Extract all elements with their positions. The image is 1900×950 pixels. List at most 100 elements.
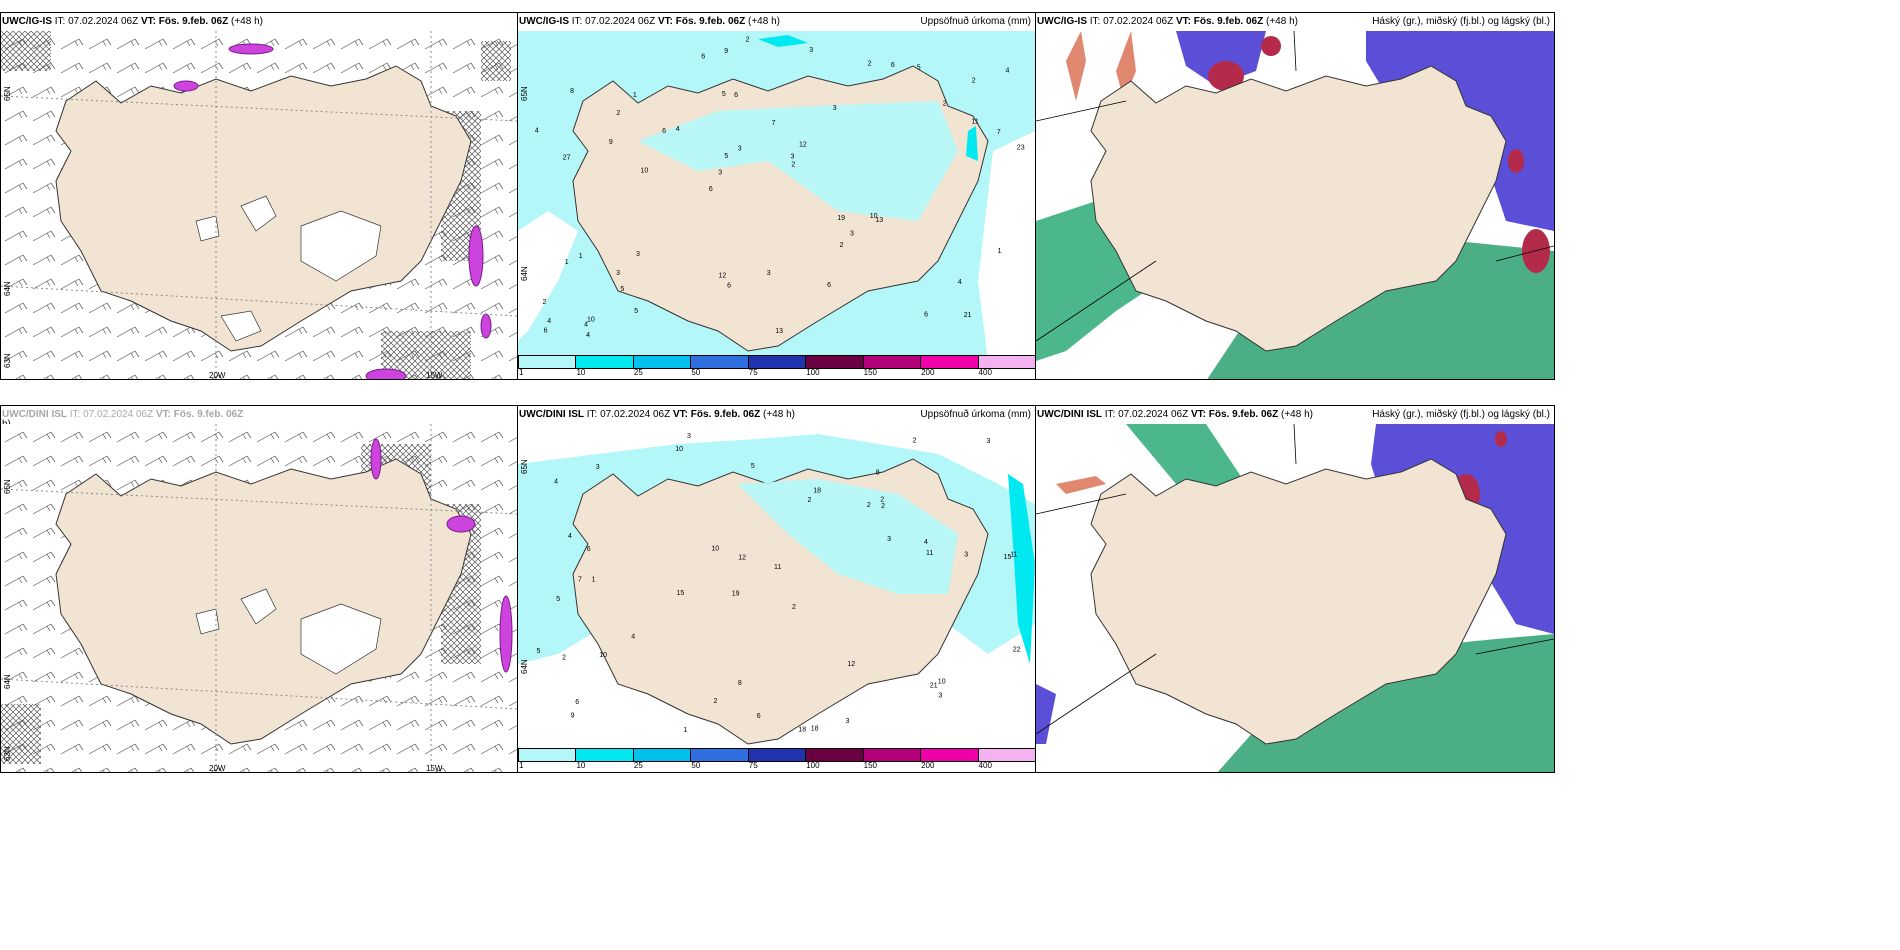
precip-value-label: 15 bbox=[677, 590, 685, 597]
precip-value-label: 15 bbox=[1004, 554, 1012, 561]
vt-label: VT: bbox=[672, 409, 688, 420]
colorbar-swatch bbox=[690, 355, 749, 369]
precip-value-label: 6 bbox=[701, 54, 705, 61]
precip-value-label: 3 bbox=[850, 230, 854, 237]
precip-value-label: 2 bbox=[808, 497, 812, 504]
wind-map bbox=[1, 31, 517, 379]
colorbar-tick: 50 bbox=[691, 368, 701, 377]
panel-title: UWC/DINI ISL IT: 07.02.2024 06Z VT: Fös.… bbox=[1, 406, 517, 424]
model-name: UWC/IG-IS bbox=[2, 16, 52, 27]
precip-value-label: 3 bbox=[718, 170, 722, 177]
model-name: UWC/DINI ISL bbox=[519, 409, 584, 420]
colorbar-tick: 75 bbox=[748, 368, 758, 377]
precip-value-label: 4 bbox=[584, 321, 588, 328]
lead-time: h) bbox=[2, 416, 11, 424]
precip-value-label: 1 bbox=[633, 92, 637, 99]
model-name: UWC/IG-IS bbox=[519, 16, 569, 27]
precip-value-label: 7 bbox=[578, 577, 582, 584]
precip-value-label: 2 bbox=[746, 37, 750, 44]
colorbar-tick: 100 bbox=[806, 368, 820, 377]
precip-value-label: 13 bbox=[775, 328, 783, 335]
precip-value-label: 2 bbox=[913, 438, 917, 445]
colorbar-swatch bbox=[747, 355, 807, 369]
precip-value-label: 4 bbox=[535, 128, 539, 135]
vt-label: VT: bbox=[140, 16, 156, 27]
precip-value-label: 3 bbox=[791, 153, 795, 160]
precip-value-label: 2 bbox=[840, 242, 844, 249]
colorbar-swatch bbox=[977, 355, 1035, 369]
precip-value-label: 6 bbox=[924, 312, 928, 319]
precip-value-label: 10 bbox=[587, 317, 595, 324]
colorbar-tick: 200 bbox=[921, 761, 935, 770]
precip-value-label: 6 bbox=[544, 327, 548, 334]
precip-map: 2127263105714256121389231911312512364101… bbox=[518, 31, 1035, 361]
precip-value-label: 6 bbox=[587, 546, 591, 553]
precip-value-label: 3 bbox=[767, 270, 771, 277]
colorbar-swatch bbox=[920, 748, 979, 762]
valid-time: Fös. 9.feb. 06Z bbox=[173, 409, 244, 420]
field-title: Uppsöfnuð úrkoma (mm) bbox=[920, 16, 1031, 27]
it-label: IT: bbox=[586, 409, 598, 420]
panel-title: UWC/IG-IS IT: 07.02.2024 06Z VT: Fös. 9.… bbox=[1036, 13, 1554, 31]
precip-value-label: 3 bbox=[596, 464, 600, 471]
precip-value-label: 3 bbox=[833, 105, 837, 112]
precip-value-label: 8 bbox=[738, 680, 742, 687]
init-time: 07.02.2024 06Z bbox=[1103, 16, 1174, 27]
iceland-landmass bbox=[1090, 458, 1507, 745]
precip-value-label: 3 bbox=[846, 718, 850, 725]
init-time: 07.02.2024 06Z bbox=[1118, 409, 1189, 420]
precip-value-label: 3 bbox=[616, 270, 620, 277]
panel-ig-precip: UWC/IG-IS IT: 07.02.2024 06Z VT: Fös. 9.… bbox=[517, 12, 1036, 380]
precip-value-label: 12 bbox=[738, 555, 746, 562]
precip-value-label: 5 bbox=[722, 91, 726, 98]
precip-value-label: 10 bbox=[641, 168, 649, 175]
lon-label: 20W bbox=[209, 764, 226, 773]
precip-value-label: 4 bbox=[631, 634, 635, 641]
precip-value-label: 3 bbox=[938, 693, 942, 700]
iceland-landmass bbox=[1090, 65, 1507, 352]
colorbar-tick: 10 bbox=[576, 761, 586, 770]
precip-value-label: 2 bbox=[562, 655, 566, 662]
lat-label: 63N bbox=[3, 353, 12, 368]
precip-value-label: 6 bbox=[709, 186, 713, 193]
precip-value-label: 1 bbox=[592, 576, 596, 583]
init-time: 07.02.2024 06Z bbox=[68, 16, 139, 27]
precip-value-label: 8 bbox=[570, 88, 574, 95]
lon-label: 15W bbox=[426, 371, 443, 380]
precip-value-label: 1 bbox=[683, 727, 687, 734]
precip-value-label: 2 bbox=[943, 100, 947, 107]
lat-label: 65N bbox=[520, 459, 529, 474]
precip-value-label: 22 bbox=[1013, 646, 1021, 653]
precip-value-label: 7 bbox=[772, 120, 776, 127]
precip-value-label: 19 bbox=[837, 215, 845, 222]
precip-value-label: 9 bbox=[724, 48, 728, 55]
cloud-map bbox=[1036, 424, 1554, 772]
lon-label: 15W bbox=[426, 764, 443, 773]
precip-value-label: 2 bbox=[868, 61, 872, 68]
panel-dini-precip: UWC/DINI ISL IT: 07.02.2024 06Z VT: Fös.… bbox=[517, 405, 1036, 773]
vt-label: VT: bbox=[657, 16, 673, 27]
precip-value-label: 12 bbox=[799, 142, 807, 149]
colorbar-swatch bbox=[862, 748, 922, 762]
lat-label: 64N bbox=[520, 659, 529, 674]
lat-label: 64N bbox=[3, 281, 12, 296]
model-name: UWC/DINI ISL bbox=[2, 409, 67, 420]
precip-value-label: 3 bbox=[987, 438, 991, 445]
precip-value-label: 5 bbox=[620, 286, 624, 293]
colorbar-tick: 1 bbox=[519, 368, 524, 377]
colorbar-tick: 400 bbox=[978, 761, 992, 770]
colorbar-swatch bbox=[862, 355, 922, 369]
precip-value-label: 6 bbox=[734, 92, 738, 99]
colorbar-tick: 400 bbox=[978, 368, 992, 377]
precip-value-label: 12 bbox=[847, 661, 855, 668]
precip-value-label: 2 bbox=[791, 162, 795, 169]
colorbar-swatch bbox=[805, 355, 864, 369]
precip-value-label: 3 bbox=[964, 552, 968, 559]
panel-ig-cloud: UWC/IG-IS IT: 07.02.2024 06Z VT: Fös. 9.… bbox=[1035, 12, 1555, 380]
precip-value-label: 19 bbox=[732, 590, 740, 597]
valid-time: Fös. 9.feb. 06Z bbox=[675, 16, 746, 27]
lead-time: (+48 h) bbox=[1266, 16, 1298, 27]
it-label: IT: bbox=[571, 16, 583, 27]
precip-value-label: 5 bbox=[751, 463, 755, 470]
precip-value-label: 3 bbox=[809, 47, 813, 54]
